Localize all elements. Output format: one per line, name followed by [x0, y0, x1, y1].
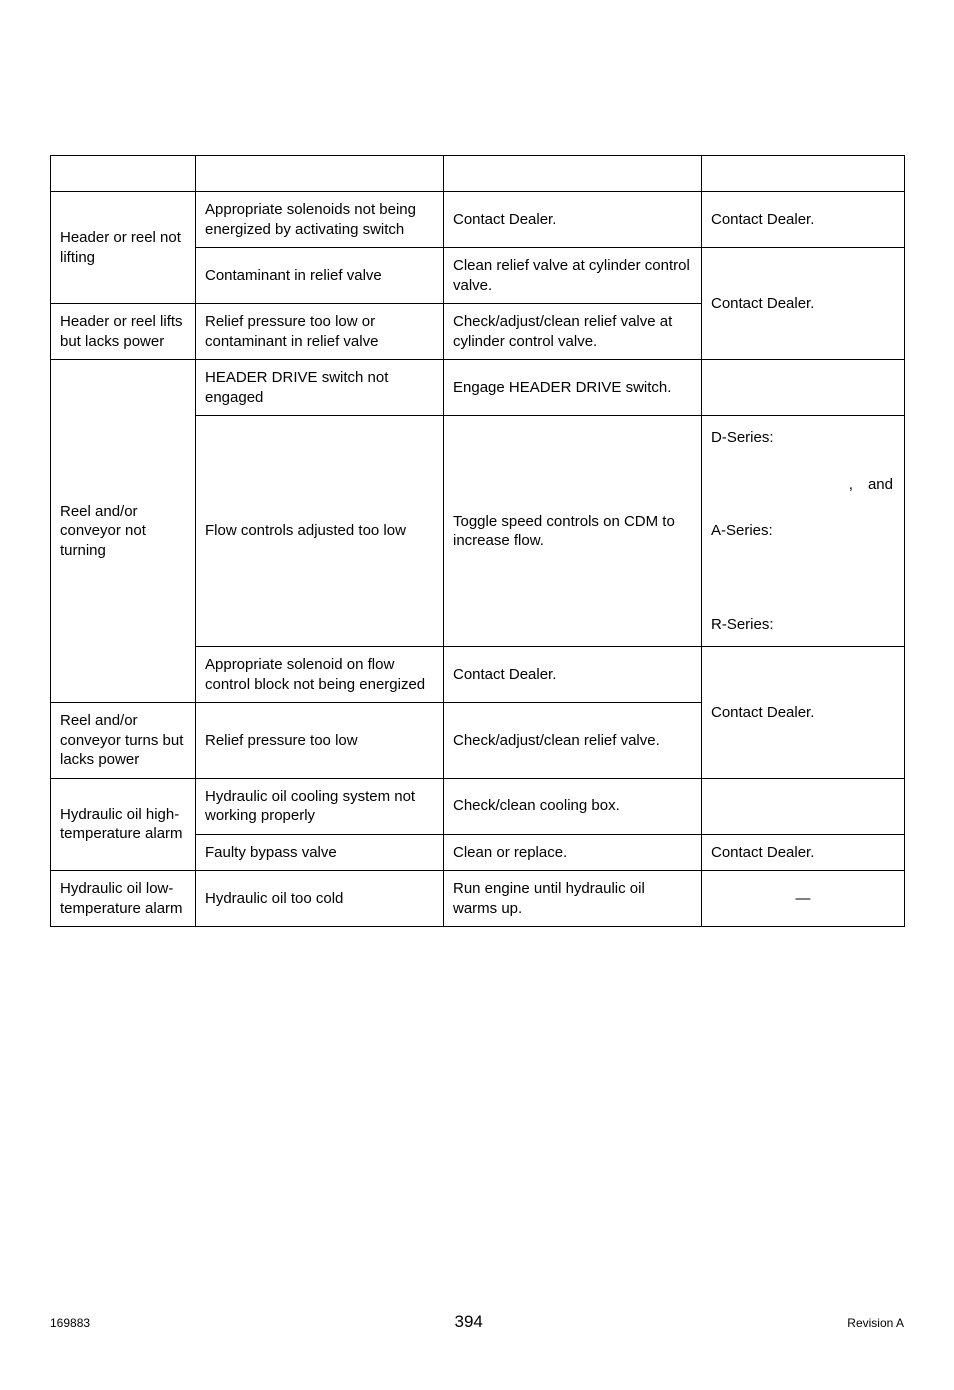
action-cell: Contact Dealer. [444, 647, 702, 703]
header-cell [702, 156, 905, 192]
table-row: Reel and/or conveyor not turning HEADER … [51, 360, 905, 416]
action-cell: Check/adjust/clean relief valve at cylin… [444, 304, 702, 360]
revision-label: Revision A [847, 1316, 904, 1330]
document-id: 169883 [50, 1316, 90, 1330]
cause-cell: Flow controls adjusted too low [196, 416, 444, 647]
cause-cell: Relief pressure too low or contaminant i… [196, 304, 444, 360]
symptom-cell: Header or reel lifts but lacks power [51, 304, 196, 360]
symptom-cell: Hydraulic oil high-temperature alarm [51, 778, 196, 871]
action-cell: Contact Dealer. [444, 192, 702, 248]
ref-cell: Contact Dealer. [702, 647, 905, 779]
action-cell: Clean or replace. [444, 834, 702, 871]
ref-a-series: A-Series: [711, 521, 895, 541]
ref-and: , and [711, 475, 895, 495]
page-number: 394 [454, 1312, 482, 1332]
action-cell: Run engine until hydraulic oil warms up. [444, 871, 702, 927]
cause-cell: Appropriate solenoid on flow control blo… [196, 647, 444, 703]
symptom-cell: Header or reel not lifting [51, 192, 196, 304]
table-row: Hydraulic oil high-temperature alarm Hyd… [51, 778, 905, 834]
ref-r-series: R-Series: [711, 615, 895, 635]
ref-cell: Contact Dealer. [702, 248, 905, 360]
action-cell: Check/adjust/clean relief valve. [444, 703, 702, 779]
table-row: Header or reel not lifting Appropriate s… [51, 192, 905, 248]
ref-cell: Contact Dealer. [702, 834, 905, 871]
cause-cell: Faulty bypass valve [196, 834, 444, 871]
symptom-cell: Reel and/or conveyor turns but lacks pow… [51, 703, 196, 779]
action-cell: Toggle speed controls on CDM to increase… [444, 416, 702, 647]
cause-cell: Hydraulic oil cooling system not working… [196, 778, 444, 834]
cause-cell: Contaminant in relief valve [196, 248, 444, 304]
troubleshooting-table: Header or reel not lifting Appropriate s… [50, 155, 905, 927]
action-cell: Clean relief valve at cylinder control v… [444, 248, 702, 304]
ref-cell [702, 778, 905, 834]
table-header-row [51, 156, 905, 192]
ref-cell [702, 360, 905, 416]
page-footer: 169883 394 Revision A [50, 1312, 904, 1332]
cause-cell: Hydraulic oil too cold [196, 871, 444, 927]
cause-cell: Appropriate solenoids not being energize… [196, 192, 444, 248]
action-cell: Check/clean cooling box. [444, 778, 702, 834]
action-cell: Engage HEADER DRIVE switch. [444, 360, 702, 416]
ref-cell: D-Series: , and A-Series: R-Series: [702, 416, 905, 647]
header-cell [196, 156, 444, 192]
page: Header or reel not lifting Appropriate s… [0, 155, 954, 1390]
ref-cell: — [702, 871, 905, 927]
header-cell [444, 156, 702, 192]
cause-cell: HEADER DRIVE switch not engaged [196, 360, 444, 416]
header-cell [51, 156, 196, 192]
ref-cell: Contact Dealer. [702, 192, 905, 248]
symptom-cell: Reel and/or conveyor not turning [51, 360, 196, 703]
cause-cell: Relief pressure too low [196, 703, 444, 779]
ref-d-series: D-Series: [711, 428, 895, 448]
symptom-cell: Hydraulic oil low-temperature alarm [51, 871, 196, 927]
table-row: Hydraulic oil low-temperature alarm Hydr… [51, 871, 905, 927]
